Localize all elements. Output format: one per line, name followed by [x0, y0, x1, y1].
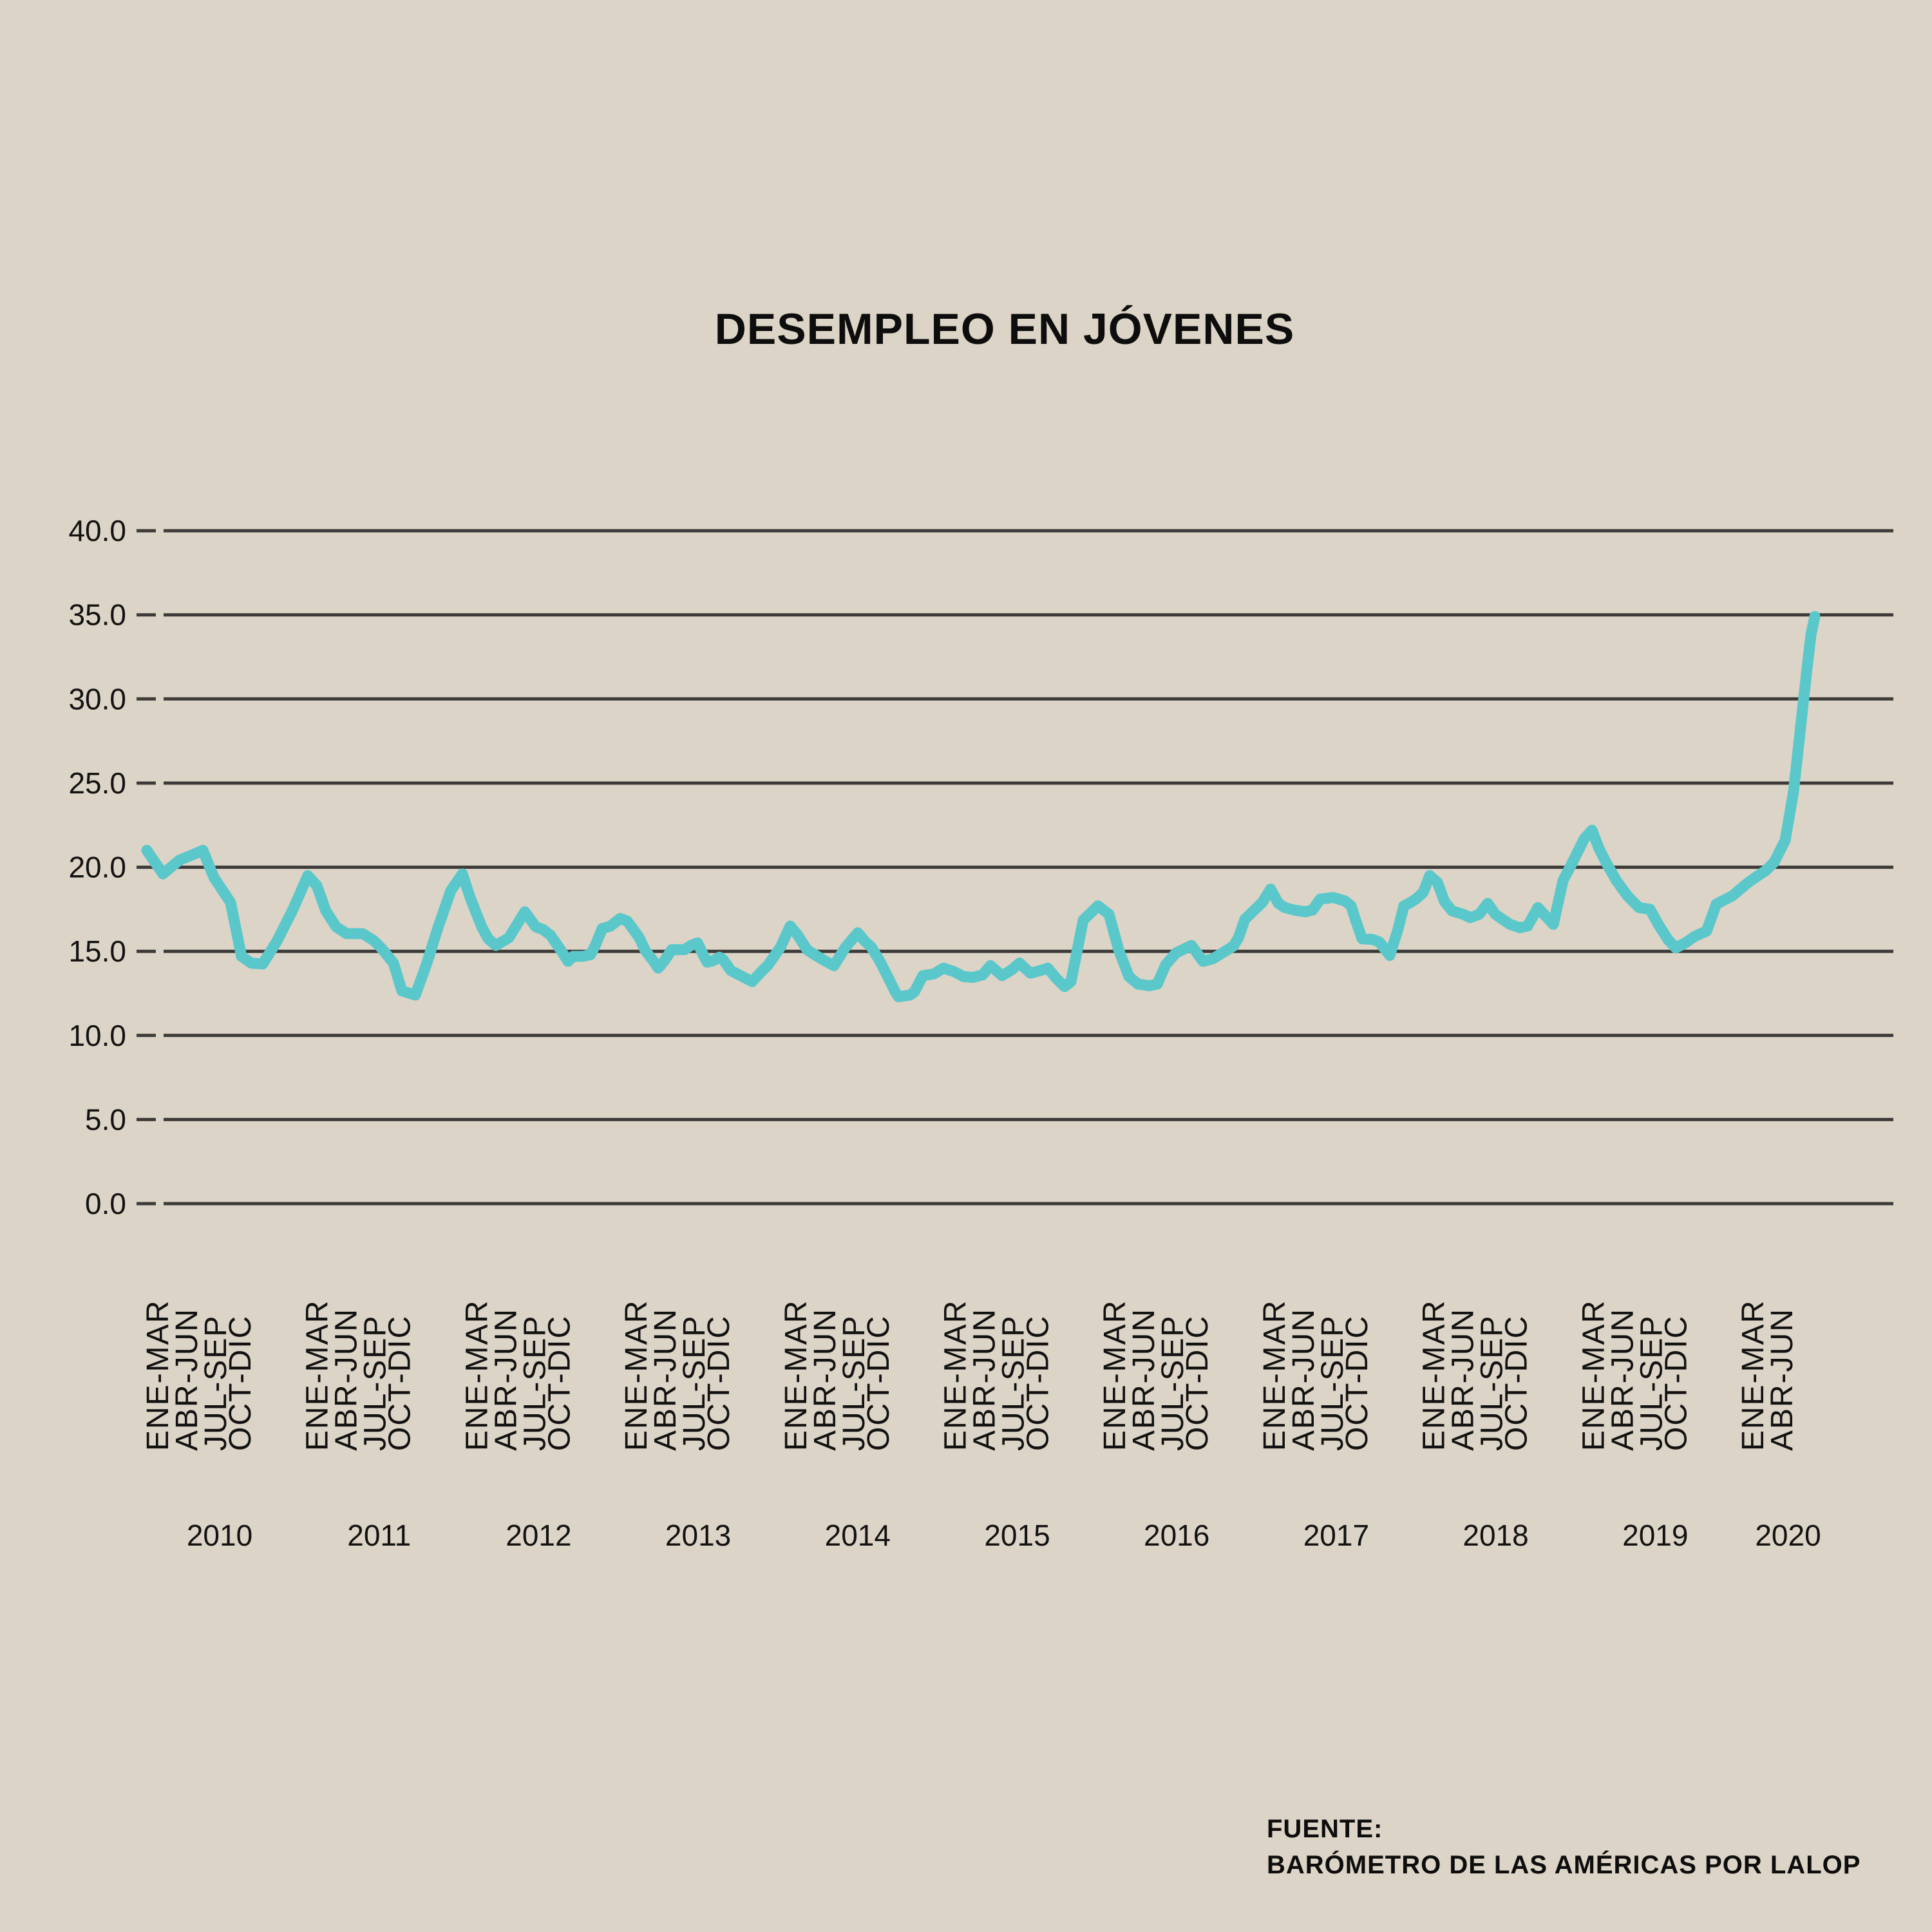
source-label: FUENTE:: [1267, 1815, 1383, 1843]
unemployment-data-line: [141, 611, 1821, 1003]
x-tick-label-2013-OCT-DIC: OCT-DIC: [702, 1315, 736, 1451]
x-tick-label-2013-JUL-SEP: JUL-SEP: [677, 1315, 712, 1451]
y-axis-label-20.0: 20.0: [68, 851, 126, 884]
year-label-2016: 2016: [1144, 1519, 1209, 1552]
source-note: FUENTE: BARÓMETRO DE LAS AMÉRICAS POR LA…: [1267, 1811, 1861, 1883]
x-tick-label-2011-JUL-SEP: JUL-SEP: [359, 1315, 393, 1451]
year-label-2017: 2017: [1303, 1519, 1369, 1552]
x-tick-label-2010-ABR-JUN: ABR-JUN: [170, 1308, 204, 1451]
x-tick-label-2014-ABR-JUN: ABR-JUN: [808, 1308, 842, 1451]
year-label-2010: 2010: [187, 1519, 252, 1552]
x-tick-label-2018-ABR-JUN: ABR-JUN: [1446, 1308, 1481, 1451]
x-tick-label-2017-OCT-DIC: OCT-DIC: [1340, 1315, 1374, 1451]
x-tick-label-2010-JUL-SEP: JUL-SEP: [199, 1315, 233, 1451]
x-tick-label-2010-ENE-MAR: ENE-MAR: [141, 1300, 175, 1451]
x-tick-label-2014-ENE-MAR: ENE-MAR: [779, 1300, 813, 1451]
x-tick-label-2016-JUL-SEP: JUL-SEP: [1156, 1315, 1190, 1451]
year-label-2014: 2014: [825, 1519, 891, 1552]
y-axis-label-0.0: 0.0: [85, 1187, 126, 1220]
x-axis-year-labels: 2010 2011 2012 2013 2014 2015 2016 2017 2018 2019…: [187, 1519, 1821, 1552]
x-tick-label-2018-ENE-MAR: ENE-MAR: [1417, 1300, 1452, 1451]
x-tick-label-2017-JUL-SEP: JUL-SEP: [1316, 1315, 1350, 1451]
year-label-2011: 2011: [347, 1519, 411, 1552]
x-tick-label-2010-OCT-DIC: OCT-DIC: [223, 1315, 258, 1451]
y-axis-label-5.0: 5.0: [85, 1103, 126, 1136]
y-axis-label-25.0: 25.0: [68, 766, 126, 800]
y-axis-label-40.0: 40.0: [68, 514, 126, 547]
x-tick-label-2018-JUL-SEP: JUL-SEP: [1475, 1315, 1510, 1451]
year-label-2019: 2019: [1622, 1519, 1688, 1552]
x-tick-label-2015-ENE-MAR: ENE-MAR: [939, 1300, 973, 1451]
x-tick-label-2012-JUL-SEP: JUL-SEP: [518, 1315, 552, 1451]
x-tick-label-2014-JUL-SEP: JUL-SEP: [837, 1315, 871, 1451]
x-tick-label-2015-ABR-JUN: ABR-JUN: [968, 1308, 1002, 1451]
x-tick-label-2015-OCT-DIC: OCT-DIC: [1021, 1315, 1056, 1451]
x-tick-label-2016-OCT-DIC: OCT-DIC: [1180, 1315, 1215, 1451]
x-tick-label-2018-OCT-DIC: OCT-DIC: [1500, 1315, 1534, 1451]
chart-title: DESEMPLEO EN JÓVENES: [714, 305, 1295, 354]
x-tick-label-2012-ENE-MAR: ENE-MAR: [460, 1300, 494, 1451]
x-tick-label-2014-OCT-DIC: OCT-DIC: [862, 1315, 896, 1451]
x-tick-label-2012-ABR-JUN: ABR-JUN: [489, 1308, 523, 1451]
x-tick-label-2019-OCT-DIC: OCT-DIC: [1659, 1315, 1693, 1451]
x-tick-label-2017-ENE-MAR: ENE-MAR: [1258, 1300, 1292, 1451]
x-tick-label-2016-ABR-JUN: ABR-JUN: [1127, 1308, 1161, 1451]
y-axis-label-30.0: 30.0: [68, 682, 126, 715]
year-label-2018: 2018: [1463, 1519, 1528, 1552]
source-text: BARÓMETRO DE LAS AMÉRICAS POR LALOP: [1267, 1851, 1861, 1879]
year-label-2012: 2012: [506, 1519, 571, 1552]
x-tick-label-2015-JUL-SEP: JUL-SEP: [997, 1315, 1031, 1451]
x-tick-label-2016-ENE-MAR: ENE-MAR: [1098, 1300, 1132, 1451]
y-axis-label-10.0: 10.0: [68, 1019, 126, 1052]
year-label-2013: 2013: [665, 1519, 731, 1552]
gridlines: [137, 529, 1893, 1206]
y-axis-labels: 0.0 5.0 10.0 15.0 20.0 25.0 30.0 35.0 40.0: [68, 514, 126, 1220]
x-tick-label-2011-ENE-MAR: ENE-MAR: [301, 1300, 335, 1451]
x-tick-label-2011-ABR-JUN: ABR-JUN: [330, 1308, 364, 1451]
x-tick-label-2017-ABR-JUN: ABR-JUN: [1287, 1308, 1321, 1451]
year-label-2015: 2015: [984, 1519, 1050, 1552]
x-tick-label-2013-ABR-JUN: ABR-JUN: [649, 1308, 683, 1451]
x-tick-label-2020-ENE-MAR: ENE-MAR: [1736, 1300, 1770, 1451]
x-tick-label-2013-ENE-MAR: ENE-MAR: [620, 1300, 654, 1451]
x-tick-label-2020-ABR-JUN: ABR-JUN: [1765, 1308, 1799, 1451]
x-tick-label-2019-JUL-SEP: JUL-SEP: [1634, 1315, 1669, 1451]
year-label-2020: 2020: [1755, 1519, 1821, 1552]
x-tick-label-2012-OCT-DIC: OCT-DIC: [542, 1315, 576, 1451]
y-axis-label-35.0: 35.0: [68, 598, 126, 632]
y-axis-label-15.0: 15.0: [68, 934, 126, 968]
x-tick-label-2019-ABR-JUN: ABR-JUN: [1605, 1308, 1640, 1451]
x-tick-label-2011-OCT-DIC: OCT-DIC: [383, 1315, 417, 1451]
x-tick-label-2019-ENE-MAR: ENE-MAR: [1577, 1300, 1611, 1451]
